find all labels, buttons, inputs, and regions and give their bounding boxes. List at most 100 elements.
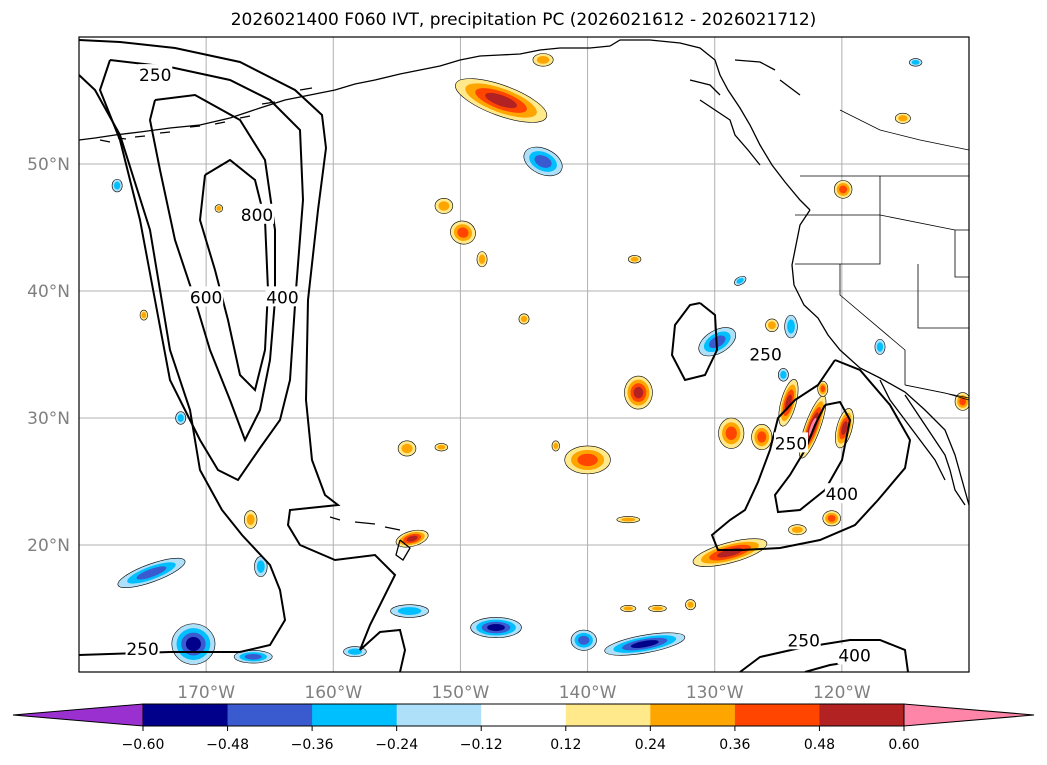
precip-blob [817,380,829,397]
colorbar-tick-label: 0.36 [719,737,750,753]
precip-level [623,606,633,611]
precip-blob [894,112,911,124]
colorbar-segment [481,704,567,726]
precip-blob [523,146,563,177]
precip-blob [476,251,488,268]
colorbar-tick-label: 0.12 [550,737,581,753]
plot-frame [78,36,970,673]
precip-level [839,185,848,194]
precip-blob [564,445,611,475]
precip-blob [751,424,773,451]
lon-tick-label: 120°W [813,683,871,703]
precip-blob [551,440,560,452]
precip-blob [777,368,789,382]
precip-blob [822,510,841,527]
precip-level [256,560,265,573]
latitude-ticks: 20°N 30°N 40°N 50°N [27,155,70,556]
precip-level [553,442,559,450]
precip-level [808,417,817,436]
colorbar-segment [565,704,651,726]
lon-tick-label: 160°W [304,683,362,703]
colorbar-extend-low [12,703,144,727]
precip-level [141,312,147,319]
precip-level [687,601,694,608]
precip-blob [718,417,745,449]
longitude-ticks: 170°W 160°W 150°W 140°W 130°W 120°W [177,683,871,703]
ivt-250-contour-east [710,359,912,551]
colorbar-segment [650,704,736,726]
precip-blob [233,650,273,664]
precip-level [780,370,787,379]
precip-level [820,385,826,393]
canada-provinces [839,109,969,151]
precip-blob [620,605,637,612]
precip-blob [117,557,186,589]
precip-level [478,254,486,264]
north-america-coastline [791,209,969,506]
precip-level [959,397,967,406]
colorbar-segment [227,704,313,726]
plot-background [79,37,969,672]
colorbar-frame [142,703,905,727]
lon-tick-label: 170°W [177,683,235,703]
precip-level [438,201,450,211]
precip-level [401,443,413,454]
precip-blob [648,605,667,612]
colorbar-tick-label: −0.36 [291,737,334,753]
colorbar: −0.60 −0.48 −0.36 −0.24 −0.12 0.12 0.24 0.36 0.4… [12,703,1035,753]
lat-tick-label: 30°N [27,409,70,429]
precip-blob [518,313,530,325]
precip-blob [692,538,768,567]
precip-level [536,55,550,64]
precip-blob [908,58,923,67]
precip-blob [734,275,747,286]
precip-level [898,115,908,122]
precip-blob [784,314,798,339]
us-mexico-border [904,384,969,401]
precip-level [397,607,422,615]
precip-blob [685,599,696,611]
precip-blob [624,375,653,410]
contour-label-bg [774,432,808,453]
ivt-contour-label: 600 [190,288,222,308]
contour-label-bg [125,638,160,659]
ivt-600-contour [148,93,276,443]
precip-level [177,414,184,422]
precip-level [827,514,836,522]
contour-label-bg [786,629,821,650]
us-state-borders [795,176,969,399]
precip-level [736,278,744,284]
precip-blob [214,204,223,213]
precip-level [457,227,469,238]
precip-blob [765,318,779,332]
precip-level [757,431,767,443]
contour-label-bg [824,483,859,504]
ivt-contour-labels: 250 800 600 400 250 250 400 250 400 250 [125,64,872,666]
ivt-contour-label: 250 [126,640,158,660]
baja-california [879,379,966,506]
precip-level [630,640,659,648]
precip-blob [390,604,429,618]
hawaii-islands [329,516,411,561]
precip-level [520,315,528,323]
precip-blob [450,220,476,245]
ivt-400-contour-west [98,59,305,482]
precip-blob [175,411,187,425]
colorbar-segment [396,704,482,726]
colorbar-tick-label: −0.60 [122,737,165,753]
precip-level [768,321,776,330]
precip-blob [455,78,548,123]
precip-blob [532,53,554,67]
precip-level [621,517,636,522]
lat-tick-label: 50°N [27,155,70,175]
ivt-contour-label: 250 [775,434,807,454]
colorbar-segment [143,704,229,726]
ivt-contour-label: 250 [139,66,171,86]
precip-level [633,386,644,399]
precip-blob [139,309,148,321]
lon-tick-label: 130°W [686,683,744,703]
lat-tick-label: 20°N [27,536,70,556]
precip-blob [833,180,853,199]
ivt-800-contour [198,158,270,392]
precip-level [136,566,167,580]
